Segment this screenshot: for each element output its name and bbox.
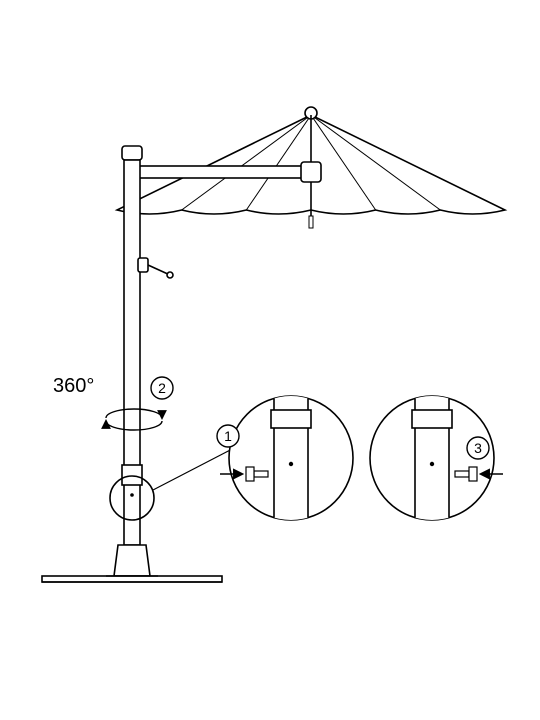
crank-handle: [138, 258, 173, 278]
umbrella-pole: [122, 160, 142, 545]
detail-circle-left: [220, 392, 353, 524]
callout-leader-line: [153, 447, 236, 490]
step-marker-1: 1: [217, 425, 239, 447]
rotation-indicator: 360°: [53, 375, 162, 430]
assembly-diagram: 360° 1 2 3: [0, 0, 540, 720]
step-marker-3: 3: [467, 437, 489, 459]
step-marker-2: 2: [151, 377, 173, 399]
rotation-label: 360°: [53, 375, 94, 397]
svg-text:1: 1: [224, 428, 232, 444]
umbrella-base: [42, 545, 222, 582]
svg-text:3: 3: [474, 440, 482, 456]
svg-text:2: 2: [158, 380, 166, 396]
